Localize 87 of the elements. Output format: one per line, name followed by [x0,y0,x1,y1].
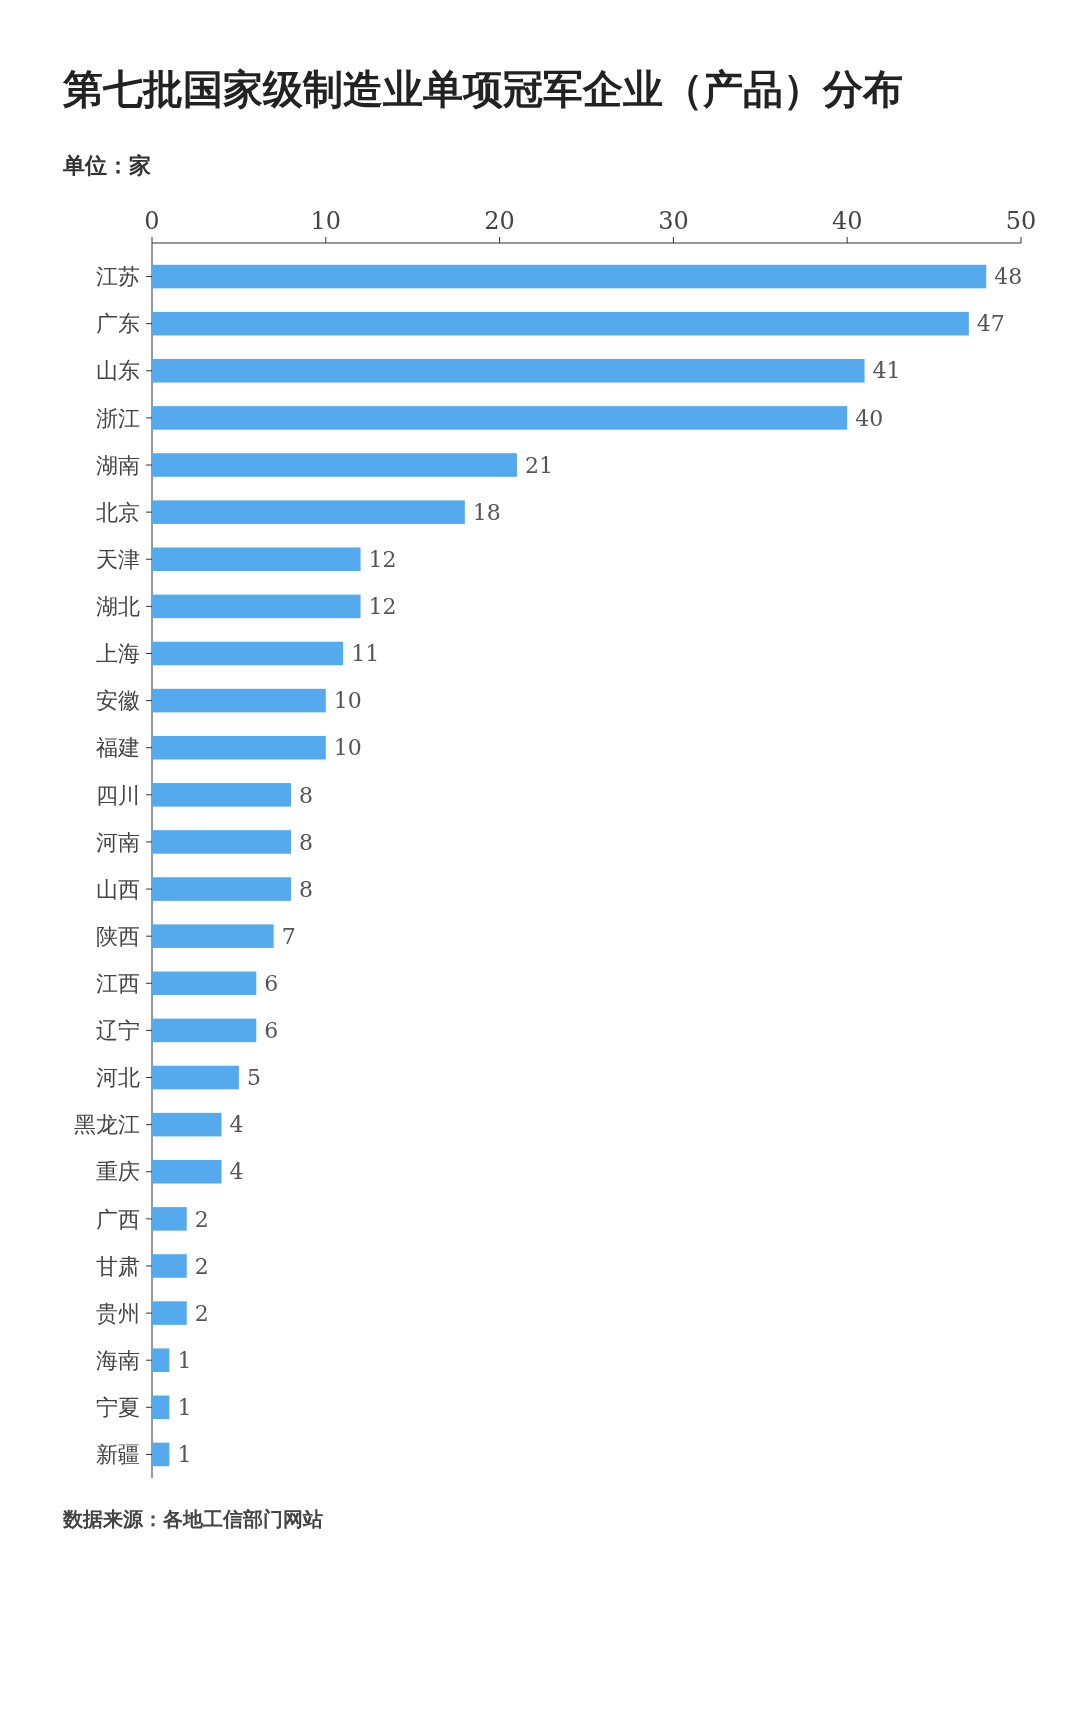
y-tick-label: 安徽 [96,688,140,714]
y-tick-label: 上海 [96,641,140,667]
data-label: 48 [994,264,1023,290]
bar [152,406,848,430]
y-tick-label: 山东 [96,358,140,384]
bar [152,924,274,948]
data-label: 10 [333,688,362,714]
bar [152,1018,257,1043]
bar [152,500,465,524]
y-tick-label: 广西 [96,1206,140,1232]
y-tick-label: 四川 [96,782,140,808]
y-tick-label: 广东 [96,311,140,337]
data-label: 1 [177,1442,192,1468]
data-label: 12 [368,546,397,572]
data-label: 2 [194,1253,209,1279]
y-tick-label: 甘肃 [96,1253,140,1279]
y-tick-label: 黑龙江 [74,1112,140,1138]
x-tick-label: 40 [831,207,863,235]
bar [152,359,865,383]
y-tick-label: 湖南 [96,452,140,478]
data-label: 21 [524,452,553,478]
data-label: 18 [472,499,501,525]
data-label: 1 [177,1347,192,1373]
data-label: 7 [281,923,296,949]
y-tick-label: 江苏 [96,264,140,290]
data-label: 1 [177,1395,192,1421]
y-tick-label: 北京 [96,499,140,525]
y-tick-label: 重庆 [96,1159,140,1185]
data-label: 6 [264,1018,279,1044]
x-tick-label: 0 [144,207,160,235]
bar [152,735,326,760]
data-label: 4 [229,1112,244,1138]
data-label: 47 [976,311,1005,337]
data-label: 5 [246,1065,261,1091]
y-tick-label: 陕西 [96,923,140,949]
bar [152,1442,170,1467]
bar [152,1348,170,1372]
bar [152,971,257,996]
x-tick-label: 10 [310,207,342,235]
bar [152,1207,187,1231]
data-label: 12 [368,594,397,620]
bar [152,1301,187,1325]
data-label: 8 [299,876,314,902]
chart-title: 第七批国家级制造业单项冠军企业（产品）分布 [62,65,903,112]
bar [152,688,326,713]
x-tick-label: 50 [1005,207,1037,235]
bar [152,453,517,477]
bar [152,830,292,854]
y-tick-label: 山西 [96,876,140,902]
bar [152,1112,222,1137]
x-tick-label: 30 [658,207,689,235]
data-label: 10 [333,735,362,761]
data-label: 8 [299,829,314,855]
data-label: 40 [855,405,884,431]
bar [152,264,987,289]
data-label: 8 [299,782,314,808]
x-tick-label: 20 [484,207,515,235]
y-tick-label: 新疆 [96,1442,140,1468]
y-tick-label: 天津 [96,546,140,572]
bar [152,547,361,572]
chart-subtitle: 单位：家 [62,152,151,178]
data-label: 41 [872,358,901,384]
bar [152,877,292,901]
data-label: 11 [351,641,380,667]
y-tick-label: 河北 [96,1065,140,1091]
data-label: 4 [229,1159,244,1185]
bar [152,1254,187,1278]
data-label: 6 [264,970,279,996]
y-tick-label: 河南 [96,829,140,855]
y-tick-label: 宁夏 [96,1395,140,1421]
bar [152,311,969,336]
y-tick-label: 湖北 [96,594,140,620]
y-tick-label: 辽宁 [96,1018,140,1044]
y-tick-label: 江西 [96,970,140,996]
bar [152,641,344,666]
bar [152,1395,170,1420]
y-tick-label: 福建 [96,735,140,761]
data-label: 2 [194,1206,209,1232]
source-note: 数据来源：各地工信部门网站 [62,1507,323,1531]
bar [152,594,361,619]
y-tick-label: 贵州 [96,1300,140,1326]
y-tick-label: 浙江 [96,405,140,431]
bar [152,1065,239,1090]
data-label: 2 [194,1300,209,1326]
bar [152,1159,222,1184]
y-tick-label: 海南 [96,1347,140,1373]
bar [152,783,292,807]
